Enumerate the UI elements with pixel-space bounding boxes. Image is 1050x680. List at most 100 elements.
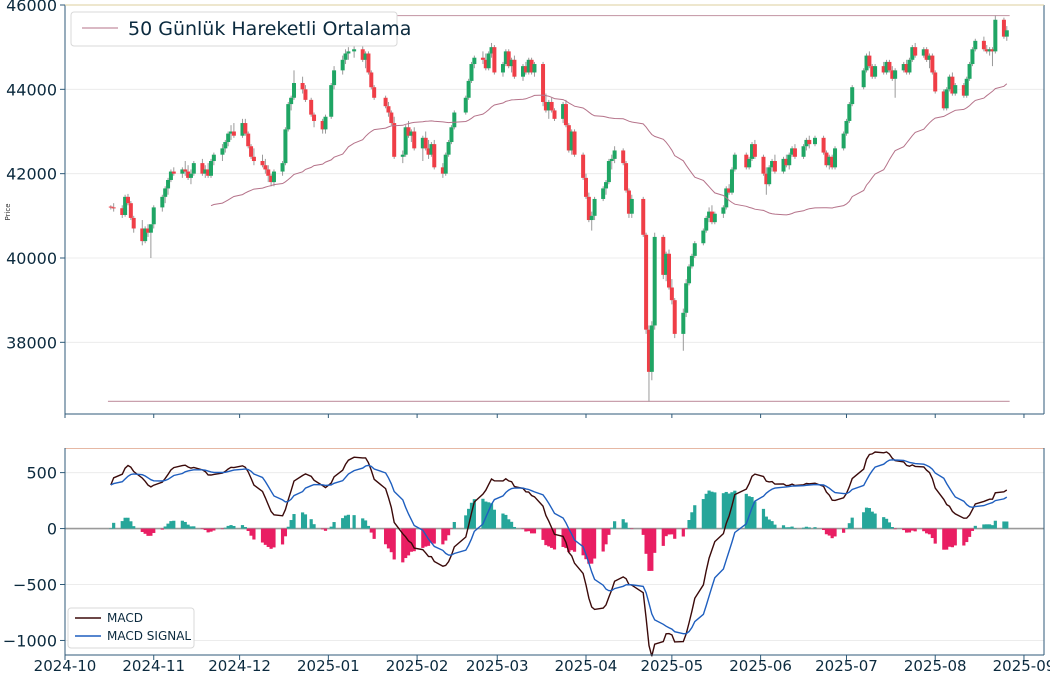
candle-body: [343, 53, 348, 60]
macd-histogram-bar: [804, 526, 809, 529]
macd-histogram-bar: [246, 528, 250, 532]
macd-histogram-bar: [587, 528, 591, 564]
macd-histogram-bar: [189, 526, 193, 529]
candle-body: [543, 101, 548, 111]
candle-body: [420, 137, 425, 149]
macd-histogram-bar: [864, 507, 869, 529]
macd-histogram-bar: [507, 519, 511, 529]
macd-histogram-bar: [993, 520, 997, 529]
candle-body: [292, 83, 297, 98]
candle-body: [148, 224, 153, 233]
candle-body: [412, 131, 417, 149]
candle-body: [111, 207, 116, 209]
price-ytick-label: 40000: [6, 249, 57, 268]
candle-body: [383, 97, 388, 107]
candle-body: [727, 188, 732, 193]
candle-body: [363, 53, 368, 60]
macd-histogram-bar: [664, 528, 668, 537]
candle-body: [907, 59, 912, 73]
macd-histogram-bar: [827, 528, 831, 536]
candle-body: [830, 156, 835, 168]
macd-histogram-bar: [529, 528, 534, 534]
candle-body: [624, 163, 629, 191]
candle-body: [389, 112, 394, 124]
macd-histogram-bar: [404, 528, 408, 559]
candle-body: [523, 66, 528, 73]
candle-body: [887, 61, 892, 71]
candle-body: [251, 156, 256, 162]
candle-body: [211, 154, 216, 162]
macd-histogram-bar: [647, 528, 651, 571]
macd-histogram-bar: [1002, 521, 1006, 529]
xtick-label: 2024-12: [208, 657, 271, 675]
candle-body: [684, 283, 689, 313]
macd-histogram-bar: [653, 528, 657, 553]
candle-body: [260, 161, 265, 166]
candle-body: [606, 161, 611, 183]
candle-body: [429, 144, 434, 155]
candle-body: [701, 230, 706, 244]
candle-body: [764, 173, 769, 185]
candle-body: [592, 198, 597, 216]
candle-body: [532, 64, 537, 73]
macd-histogram-bar: [286, 526, 290, 529]
candle-body: [208, 161, 213, 176]
candle-body: [790, 148, 795, 155]
candle-body: [941, 91, 946, 109]
macd-histogram-bar: [567, 528, 571, 553]
candle-body: [480, 57, 485, 60]
candle-body: [664, 253, 669, 275]
macd-histogram-bar: [303, 514, 308, 529]
macd-histogram-bar: [203, 528, 207, 531]
macd-histogram-bar: [793, 528, 797, 529]
candle-body: [641, 198, 646, 235]
macd-histogram-bar: [942, 528, 946, 550]
macd-histogram-bar: [209, 528, 213, 532]
macd-histogram-bar: [927, 528, 932, 535]
candle-body: [964, 78, 969, 96]
macd-histogram-bar: [684, 528, 688, 530]
macd-histogram-bar: [240, 525, 245, 529]
macd-histogram-bar: [280, 528, 285, 545]
candle-body: [772, 161, 777, 172]
candle-body: [944, 89, 949, 109]
candle-body: [160, 196, 165, 208]
macd-histogram-bar: [263, 528, 267, 545]
macd-histogram-bar: [721, 493, 725, 529]
macd-histogram-bar: [690, 512, 694, 529]
macd-histogram-bar: [724, 491, 728, 529]
candle-body: [981, 40, 986, 50]
macd-histogram-bar: [489, 503, 494, 529]
macd-histogram-bar: [990, 525, 995, 529]
candle-body: [721, 207, 726, 214]
macd-histogram-bar: [873, 513, 877, 529]
macd-histogram-bar: [930, 528, 934, 539]
macd-histogram-bar: [661, 528, 665, 546]
macd-histogram-bar: [821, 528, 826, 531]
macd-histogram-bar: [824, 528, 829, 535]
candle-body: [704, 217, 709, 231]
candle-body: [812, 137, 817, 145]
macd-ytick-label: 0: [47, 520, 57, 539]
macd-histogram-bar: [784, 527, 788, 529]
candle-body: [821, 137, 826, 153]
candle-body: [784, 158, 789, 166]
candle-body: [400, 154, 405, 157]
macd-histogram-bar: [260, 528, 265, 543]
candle-body: [572, 131, 577, 155]
candle-body: [601, 188, 606, 199]
candle-body: [509, 59, 514, 67]
candle-body: [512, 59, 517, 77]
candle-body: [807, 139, 812, 145]
macd-histogram-bar: [807, 527, 811, 529]
candle-body: [910, 47, 915, 60]
macd-histogram-bar: [406, 528, 411, 556]
candle-body: [792, 148, 797, 157]
candle-body: [323, 116, 328, 130]
candle-body: [901, 64, 906, 71]
macd-histogram-bar: [613, 521, 617, 529]
candle-body: [406, 127, 411, 136]
candle-body: [669, 287, 674, 301]
macd-histogram-bar: [126, 517, 130, 529]
candle-body: [243, 123, 248, 134]
